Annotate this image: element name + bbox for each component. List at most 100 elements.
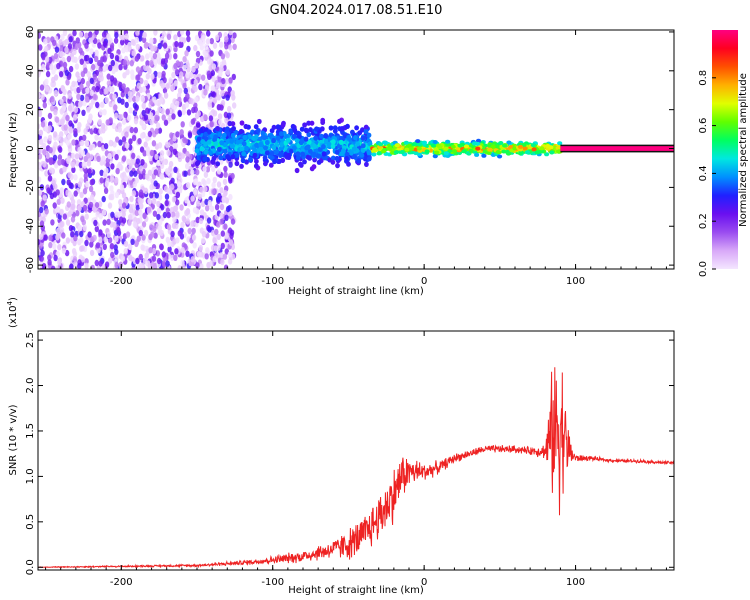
- spectrogram-cell: [194, 161, 200, 167]
- spectrogram-cell: [474, 152, 480, 157]
- spectrogram-cell: [166, 211, 171, 219]
- spectrogram-cell: [468, 148, 474, 153]
- spectrogram-cell: [394, 143, 400, 148]
- spectrogram-cell: [123, 240, 129, 248]
- x-tick-label: 0: [421, 276, 427, 287]
- spectrogram-cell: [49, 192, 55, 200]
- spectrogram-cell: [210, 159, 216, 165]
- spectrogram-cell: [430, 143, 436, 148]
- spectrogram-cell: [222, 253, 228, 260]
- spectrogram-cell: [38, 32, 41, 39]
- spectrogram-cell: [60, 33, 65, 41]
- spectrogram-cell: [67, 43, 73, 50]
- spectrogram-cell: [218, 155, 224, 161]
- spectrogram-cell: [38, 147, 41, 154]
- spectrogram-marks: [38, 30, 674, 269]
- spectrogram-cell: [253, 134, 259, 140]
- spectrogram-cell: [223, 223, 228, 230]
- spectrogram-cells: [38, 30, 674, 269]
- snr-frame: [37, 330, 675, 571]
- spectrogram-cell: [291, 145, 297, 151]
- spectrogram-cell: [295, 151, 301, 157]
- spectrogram-cell: [307, 155, 312, 161]
- spectrogram-cell: [173, 62, 178, 70]
- colorbar-label: Normalized spectral amplitude: [738, 73, 749, 227]
- spectrogram-cell: [210, 244, 216, 252]
- spectrogram-cell: [68, 127, 74, 134]
- spectrogram-cell: [224, 36, 229, 43]
- spectrogram-cell: [211, 181, 216, 189]
- spectrogram-cell: [263, 161, 268, 167]
- spectrogram-cell: [90, 264, 95, 269]
- spectrogram-cell: [110, 163, 115, 170]
- spectrogram-cell: [88, 201, 94, 209]
- spectrogram-cell: [130, 69, 135, 76]
- spectrogram-cell: [84, 32, 89, 39]
- spectrogram-cell: [74, 43, 80, 50]
- spectrogram-cell: [219, 203, 225, 211]
- spectrogram-cell: [68, 120, 73, 127]
- spectrogram-cell: [179, 204, 184, 211]
- spectrogram-cell: [190, 169, 195, 176]
- spectrogram-cell: [225, 154, 231, 160]
- spectrogram-cell: [334, 149, 340, 155]
- spectrogram-cell: [140, 159, 145, 166]
- spectrogram-cell: [103, 236, 108, 243]
- spectrogram-cell: [306, 132, 312, 138]
- spectrogram-cell: [209, 50, 214, 57]
- spectrogram-cell: [164, 52, 170, 60]
- spectrogram-cell: [139, 119, 144, 126]
- snr-series-line: [38, 367, 674, 569]
- x-tick-label: -100: [261, 577, 284, 588]
- spectrogram-cell: [291, 133, 297, 139]
- spectrogram-cell: [53, 52, 59, 60]
- spectrogram-cell: [229, 229, 235, 236]
- spectrogram-cell: [175, 210, 180, 218]
- spectrogram-cell: [498, 141, 504, 145]
- spectrogram-y-ticks: -60 -40 -20 0 20 40 60: [25, 26, 674, 273]
- spectrogram-cell: [73, 128, 78, 135]
- spectrogram-cell: [258, 141, 263, 147]
- spectrogram-cell: [140, 244, 145, 251]
- y-tick-label: 60: [25, 26, 36, 39]
- spectrogram-cell: [166, 223, 172, 231]
- spectrogram-cell: [89, 194, 95, 201]
- spectrogram-cell: [191, 66, 196, 73]
- spectrogram-cell: [131, 152, 136, 160]
- spectrogram-cell: [110, 251, 115, 259]
- spectrogram-cell: [47, 254, 52, 261]
- spectrogram-cell: [229, 138, 235, 144]
- spectrogram-cell: [148, 154, 153, 162]
- spectrogram-cell: [544, 152, 550, 157]
- spectrogram-cell: [299, 126, 305, 132]
- spectrogram-cell: [230, 132, 236, 138]
- spectrogram-cell: [79, 83, 84, 91]
- spectrogram-cell: [119, 216, 124, 223]
- spectrogram-cell: [83, 128, 88, 135]
- spectrogram-cell: [172, 216, 177, 223]
- spectrogram-cell: [40, 249, 45, 257]
- spectrogram-cell: [42, 161, 47, 168]
- spectrogram-cell: [199, 186, 204, 194]
- spectrogram-cell: [70, 231, 75, 238]
- spectrogram-cell: [38, 71, 41, 78]
- spectrogram-cell: [186, 35, 191, 43]
- spectrogram-cell: [184, 50, 189, 57]
- spectrogram-cell: [141, 36, 147, 44]
- spectrogram-cell: [334, 155, 340, 162]
- spectrogram-cell: [359, 152, 365, 158]
- spectrogram-cell: [242, 134, 248, 140]
- spectral-line: [560, 146, 674, 151]
- spectrogram-cell: [175, 237, 180, 244]
- spectrogram-cell: [239, 146, 245, 152]
- spectrogram-cell: [415, 139, 421, 144]
- spectrogram-cell: [207, 226, 212, 233]
- spectrogram-cell: [203, 149, 209, 155]
- spectrogram-cell: [309, 120, 315, 126]
- spectrogram-cell: [127, 243, 132, 251]
- spectrogram-cell: [216, 168, 222, 175]
- spectrogram-cell: [161, 251, 166, 258]
- spectrogram-cell: [360, 135, 366, 141]
- spectrogram-cell: [123, 175, 129, 182]
